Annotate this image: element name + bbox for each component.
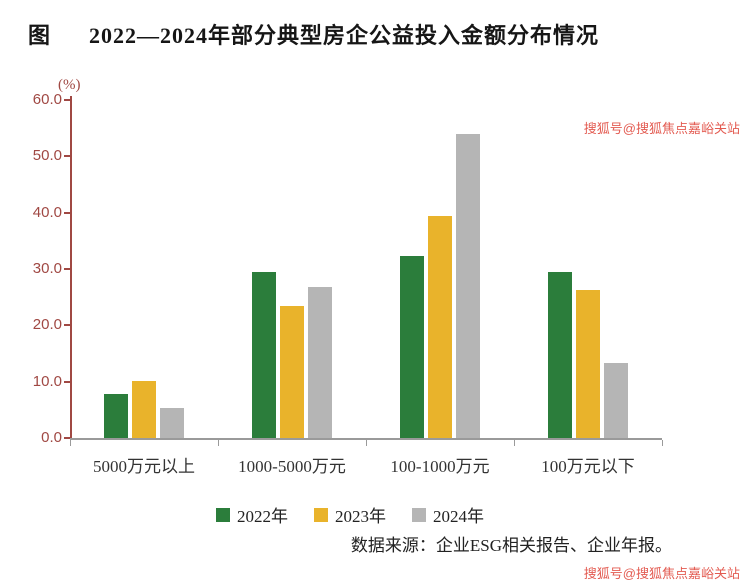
y-axis-tick-mark [64, 380, 70, 383]
bar-2022年-5000万元以上 [104, 394, 128, 438]
y-axis-tick-label: 30.0 [32, 260, 62, 277]
y-axis-tick-label: 50.0 [32, 147, 62, 165]
y-axis-tick-mark [64, 99, 70, 101]
y-axis-tick-label: 0.0 [41, 429, 62, 446]
x-axis-category-label: 100-1000万元 [390, 457, 490, 476]
legend-label: 2022年 [237, 507, 288, 526]
legend-label: 2023年 [335, 507, 386, 526]
bar-2023年-5000万元以上 [132, 381, 156, 438]
chart-legend: 2022年 2023年 2024年 [0, 502, 700, 527]
bar-2024年-100万元以下 [604, 363, 628, 438]
y-axis-tick-mark [64, 437, 70, 439]
bar-2024年-5000万元以上 [160, 408, 184, 438]
x-axis-category-label: 1000-5000万元 [238, 457, 346, 476]
chart-title: 2022—2024年部分典型房企公益投入金额分布情况 [89, 23, 600, 48]
y-axis-tick-mark [64, 324, 70, 327]
y-axis-tick-label: 20.0 [32, 316, 62, 334]
y-axis-tick-label: 40.0 [32, 203, 62, 221]
bar-2023年-1000-5000万元 [280, 306, 304, 438]
y-axis-tick-label: 10.0 [32, 372, 62, 390]
bar-2024年-100-1000万元 [456, 134, 480, 438]
watermark-top: 搜狐号@搜狐焦点嘉峪关站 [583, 121, 740, 136]
bar-2022年-1000-5000万元 [252, 272, 276, 438]
y-axis-tick-mark [64, 211, 70, 214]
x-axis-tick-mark [70, 440, 71, 446]
bar-2023年-100-1000万元 [428, 216, 452, 438]
y-axis-line [70, 96, 72, 440]
x-axis-category-label: 100万元以下 [541, 457, 635, 476]
y-axis-tick-label: 60.0 [32, 91, 62, 108]
y-axis-unit-label: (%) [58, 77, 81, 93]
x-axis-tick-mark [218, 440, 219, 446]
bar-2024年-1000-5000万元 [308, 287, 332, 438]
legend-label: 2024年 [433, 507, 484, 526]
legend-item-2024年: 2024年 [412, 502, 484, 527]
bar-2022年-100万元以下 [548, 272, 572, 438]
bar-2023年-100万元以下 [576, 290, 600, 438]
y-axis-tick-mark [64, 155, 70, 158]
x-axis-tick-mark [514, 440, 515, 446]
legend-item-2023年: 2023年 [314, 502, 386, 527]
source-note: 数据来源：企业ESG相关报告、企业年报。 [350, 536, 672, 555]
legend-swatch [412, 507, 426, 522]
page-title: 图 2022—2024年部分典型房企公益投入金额分布情况 [28, 18, 599, 50]
x-axis-category-label: 5000万元以上 [93, 457, 195, 476]
x-axis-line [70, 438, 662, 440]
bar-2022年-100-1000万元 [400, 256, 424, 438]
x-axis-tick-mark [662, 440, 663, 446]
figure-label: 图 [28, 23, 52, 48]
x-axis-tick-mark [366, 440, 367, 446]
legend-swatch [314, 507, 328, 522]
watermark-bottom: 搜狐号@搜狐焦点嘉峪关站 [583, 566, 740, 581]
legend-swatch [216, 507, 230, 522]
legend-item-2022年: 2022年 [216, 502, 288, 527]
y-axis-tick-mark [64, 268, 70, 270]
